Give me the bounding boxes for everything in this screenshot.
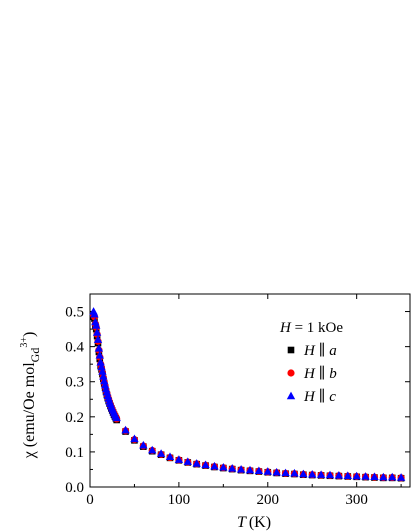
legend-header: H = 1 kOe xyxy=(279,320,343,336)
data-point xyxy=(254,466,264,475)
data-point xyxy=(334,471,344,479)
y-tick-label: 0.1 xyxy=(65,445,84,461)
data-point xyxy=(192,459,201,467)
y-tick-label: 0.4 xyxy=(65,340,84,356)
data-point xyxy=(370,472,379,481)
y-axis-title: χ (emu/Oe molGd3+) xyxy=(19,332,42,460)
data-point xyxy=(201,460,210,469)
data-point xyxy=(308,469,317,478)
y-tick-label: 0.2 xyxy=(65,410,84,426)
data-point xyxy=(102,387,112,396)
data-point xyxy=(92,328,102,336)
data-point xyxy=(379,472,388,481)
data-point xyxy=(281,468,290,477)
data-point xyxy=(90,309,99,318)
data-point xyxy=(263,467,272,475)
data-point xyxy=(98,367,107,375)
legend-marker xyxy=(287,369,295,377)
data-point xyxy=(210,461,219,470)
data-point xyxy=(396,473,406,481)
plot-border xyxy=(89,293,411,488)
legend-label: H ∥ a xyxy=(303,342,337,359)
data-point xyxy=(156,449,166,457)
data-point xyxy=(94,343,104,352)
legend: H = 1 kOe H ∥ a H ∥ b H ∥ c xyxy=(279,320,343,405)
data-point xyxy=(343,471,352,479)
series-square xyxy=(90,313,405,482)
data-point xyxy=(299,469,308,478)
data-point xyxy=(91,317,100,326)
data-point xyxy=(165,452,175,461)
x-axis: 0 100 200 300 xyxy=(86,294,402,508)
data-point xyxy=(174,455,184,463)
data-point xyxy=(361,472,370,480)
data-point xyxy=(100,376,109,385)
x-tick-label: 0 xyxy=(86,492,94,508)
data-point xyxy=(139,440,148,449)
data-point xyxy=(272,467,281,476)
data-point xyxy=(148,445,157,454)
data-point xyxy=(92,321,101,329)
x-tick-label: 200 xyxy=(257,492,280,508)
data-point xyxy=(95,351,104,359)
data-series xyxy=(89,307,406,482)
data-point xyxy=(388,472,397,481)
legend-label: H ∥ c xyxy=(303,388,336,405)
y-tick-label: 0.5 xyxy=(65,305,84,321)
data-point xyxy=(245,465,255,474)
data-point xyxy=(236,465,246,473)
y-axis: 0.0 0.1 0.2 0.3 0.4 0.5 xyxy=(65,293,410,496)
legend-marker xyxy=(286,391,296,400)
x-tick-label: 300 xyxy=(345,492,368,508)
y-tick-label: 0.3 xyxy=(65,375,84,391)
series-circle xyxy=(89,311,405,482)
data-point xyxy=(183,457,192,465)
data-point xyxy=(352,471,361,480)
data-point xyxy=(325,470,335,479)
data-point xyxy=(97,362,106,371)
data-point xyxy=(219,462,228,471)
data-point xyxy=(228,464,237,472)
legend-label: H ∥ b xyxy=(303,365,337,382)
data-point xyxy=(93,335,103,343)
plot-frame xyxy=(89,293,411,488)
y-tick-label: 0.0 xyxy=(65,480,84,496)
legend-marker xyxy=(287,346,295,354)
data-point xyxy=(316,470,326,478)
series-triangle xyxy=(89,307,406,481)
data-point xyxy=(130,434,139,443)
data-point xyxy=(112,413,121,422)
x-axis-title: T (K) xyxy=(237,514,271,531)
data-point xyxy=(290,468,299,477)
data-point xyxy=(100,380,110,389)
data-point xyxy=(121,425,130,434)
data-point xyxy=(99,372,108,380)
x-tick-label: 100 xyxy=(168,492,191,508)
data-point xyxy=(96,358,105,366)
